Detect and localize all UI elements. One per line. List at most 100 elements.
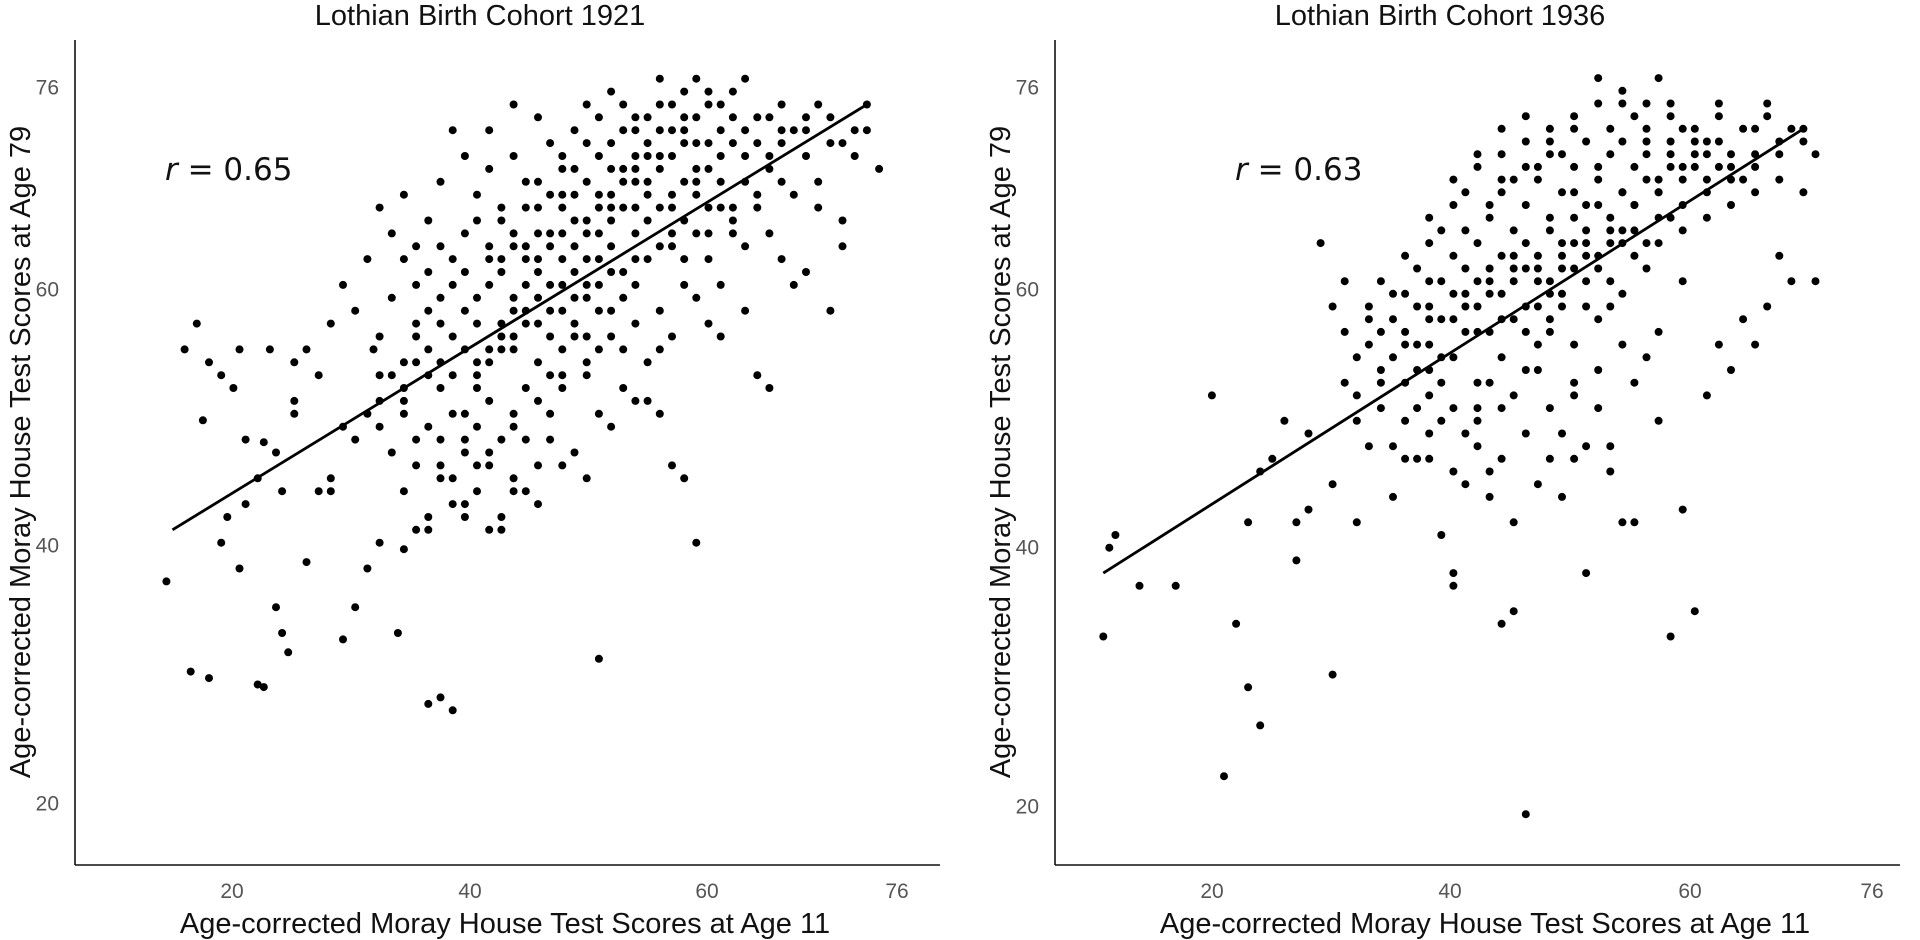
scatter-point bbox=[223, 513, 232, 521]
scatter-point bbox=[643, 139, 652, 148]
scatter-point bbox=[399, 545, 408, 554]
scatter-point bbox=[1292, 518, 1301, 527]
scatter-point bbox=[668, 100, 676, 109]
scatter-point bbox=[777, 139, 786, 148]
scatter-point bbox=[534, 268, 542, 276]
scatter-point bbox=[802, 126, 810, 135]
scatter-point bbox=[217, 371, 226, 380]
scatter-point bbox=[412, 319, 421, 328]
scatter-point bbox=[643, 177, 652, 186]
scatter-point bbox=[1690, 137, 1699, 146]
scatter-point bbox=[1497, 175, 1506, 184]
scatter-point bbox=[485, 345, 494, 354]
scatter-point bbox=[424, 306, 433, 315]
scatter-point bbox=[716, 100, 725, 109]
scatter-point bbox=[509, 229, 518, 238]
scatter-point bbox=[1389, 315, 1397, 324]
scatter-point bbox=[1654, 74, 1663, 83]
scatter-point bbox=[570, 242, 579, 251]
scatter-point bbox=[765, 384, 774, 392]
scatter-point bbox=[1558, 150, 1566, 159]
scatter-point bbox=[582, 177, 591, 186]
scatter-point bbox=[1690, 124, 1699, 133]
scatter-point bbox=[1606, 277, 1615, 286]
scatter-point bbox=[1473, 378, 1482, 387]
scatter-point bbox=[765, 113, 774, 122]
panel-lbc1936: Lothian Birth Cohort 1936 76 60 40 20 20… bbox=[985, 0, 1900, 940]
scatter-point bbox=[1461, 480, 1470, 489]
scatter-point bbox=[534, 293, 542, 302]
scatter-point bbox=[728, 203, 737, 212]
scatter-point bbox=[1702, 175, 1711, 184]
scatter-point bbox=[753, 371, 762, 380]
scatter-point bbox=[436, 474, 445, 483]
scatter-point bbox=[728, 113, 737, 122]
x-tick-label: 76 bbox=[1860, 880, 1883, 903]
scatter-point bbox=[1473, 277, 1482, 286]
scatter-point bbox=[448, 500, 457, 509]
scatter-point bbox=[1630, 226, 1639, 235]
scatter-point bbox=[387, 293, 396, 302]
scatter-point bbox=[1328, 670, 1337, 679]
scatter-point bbox=[1497, 404, 1506, 413]
scatter-point bbox=[485, 448, 494, 457]
scatter-point bbox=[802, 268, 810, 276]
scatter-point bbox=[393, 629, 402, 637]
scatter-point bbox=[643, 113, 652, 122]
scatter-point bbox=[1509, 277, 1518, 286]
scatter-point bbox=[777, 100, 786, 109]
scatter-point bbox=[582, 371, 591, 380]
scatter-point bbox=[1485, 201, 1494, 209]
scatter-point bbox=[1533, 264, 1542, 273]
scatter-point bbox=[1364, 340, 1373, 349]
scatter-point bbox=[668, 242, 676, 251]
scatter-point bbox=[1570, 454, 1579, 463]
scatter-point bbox=[1521, 429, 1530, 438]
scatter-point bbox=[716, 280, 725, 289]
scatter-point bbox=[546, 435, 555, 444]
scatter-point bbox=[339, 635, 347, 644]
scatter-point bbox=[1340, 327, 1349, 336]
scatter-point bbox=[412, 525, 421, 534]
scatter-point bbox=[290, 396, 299, 405]
scatter-point bbox=[1739, 124, 1748, 133]
scatter-point bbox=[1690, 607, 1699, 616]
scatter-point bbox=[448, 280, 457, 289]
scatter-point bbox=[521, 255, 530, 264]
scatter-point bbox=[473, 319, 481, 328]
scatter-point bbox=[1280, 416, 1289, 425]
scatter-point bbox=[509, 474, 518, 483]
scatter-point bbox=[1702, 137, 1711, 146]
scatter-point bbox=[716, 177, 725, 186]
scatter-point bbox=[558, 461, 567, 470]
scatter-point bbox=[1449, 569, 1458, 578]
r-value: = 0.65 bbox=[178, 152, 293, 188]
scatter-point bbox=[607, 87, 616, 96]
scatter-point bbox=[1727, 162, 1735, 171]
scatter-point bbox=[1630, 112, 1639, 121]
scatter-point bbox=[704, 139, 713, 148]
scatter-point bbox=[607, 190, 616, 199]
scatter-point bbox=[460, 152, 469, 160]
scatter-point bbox=[607, 203, 616, 212]
scatter-point bbox=[631, 164, 640, 173]
scatter-point bbox=[1425, 277, 1434, 286]
scatter-point bbox=[631, 396, 640, 405]
scatter-point bbox=[655, 306, 664, 315]
scatter-point bbox=[1678, 277, 1687, 286]
scatter-point bbox=[534, 177, 542, 186]
scatter-point bbox=[619, 384, 628, 392]
scatter-point bbox=[1473, 404, 1482, 413]
scatter-point bbox=[741, 126, 750, 135]
scatter-point bbox=[643, 190, 652, 199]
scatter-point bbox=[485, 242, 494, 251]
scatter-point bbox=[1244, 683, 1253, 692]
scatter-point bbox=[1799, 137, 1808, 146]
scatter-point bbox=[680, 87, 689, 96]
scatter-point bbox=[1642, 264, 1651, 273]
x-tick-label: 20 bbox=[1200, 880, 1223, 903]
scatter-point bbox=[1570, 264, 1579, 273]
scatter-point bbox=[509, 242, 518, 251]
scatter-point bbox=[1389, 492, 1397, 501]
scatter-point bbox=[399, 409, 408, 418]
